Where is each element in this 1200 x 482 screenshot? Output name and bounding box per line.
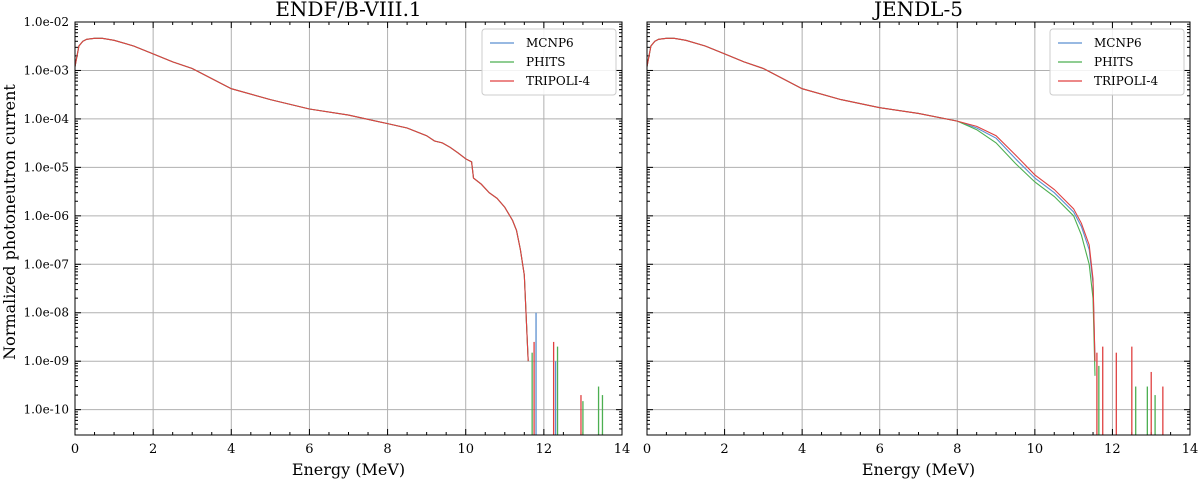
y-tick-label: 1.0e-02: [23, 15, 69, 29]
x-tick-label: 2: [149, 442, 157, 457]
legend-label-mcnp6: MCNP6: [526, 36, 574, 50]
x-axis-label: Energy (MeV): [862, 460, 975, 479]
panel-title: JENDL-5: [872, 0, 963, 21]
x-tick-label: 8: [953, 442, 961, 457]
legend: MCNP6 PHITS TRIPOLI-4: [481, 28, 617, 96]
plot-area: [647, 37, 1164, 435]
x-tick-label: 4: [227, 442, 235, 457]
panel-jendl: JENDL-5 0 2 4 6 8 10 12 14 Energy (MeV) MCNP6 PHITS…: [643, 0, 1198, 479]
x-tick-label: 10: [457, 442, 474, 457]
legend-label-phits: PHITS: [1094, 55, 1134, 69]
x-tick-label: 14: [1182, 442, 1199, 457]
legend-label-phits: PHITS: [526, 55, 566, 69]
legend-box: [481, 28, 617, 96]
x-tick-label: 14: [614, 442, 631, 457]
x-axis-label: Energy (MeV): [292, 460, 405, 479]
y-tick-label: 1.0e-05: [23, 160, 69, 174]
x-tick-label: 4: [798, 442, 806, 457]
legend: MCNP6 PHITS TRIPOLI-4: [1049, 28, 1185, 96]
legend-label-mcnp6: MCNP6: [1094, 36, 1142, 50]
x-tick-label: 2: [720, 442, 728, 457]
y-tick-label: 1.0e-10: [23, 403, 69, 417]
x-tick-label: 8: [383, 442, 391, 457]
panel-endf: ENDF/B-VIII.1 0 2 4 6 8 10 12 14 1.0e-02 1.0e-03 1.…: [23, 0, 630, 479]
x-tick-label: 10: [1027, 442, 1044, 457]
x-tick-label: 12: [1104, 442, 1121, 457]
series-line-tripoli-4: [75, 37, 529, 362]
legend-label-tripoli-4: TRIPOLI-4: [526, 74, 590, 88]
y-tick-label: 1.0e-09: [23, 354, 69, 368]
axes-frame: [646, 21, 1191, 436]
series-line-phits: [647, 37, 1096, 376]
x-tick-label: 0: [643, 442, 651, 457]
x-tick-label: 12: [536, 442, 553, 457]
legend-label-tripoli-4: TRIPOLI-4: [1094, 74, 1158, 88]
panel-title: ENDF/B-VIII.1: [275, 0, 421, 21]
plot-area: [75, 37, 604, 435]
y-tick-label: 1.0e-04: [23, 112, 69, 126]
x-tick-label: 0: [71, 442, 79, 457]
y-tick-label: 1.0e-06: [23, 209, 69, 223]
y-tick-label: 1.0e-07: [23, 257, 69, 271]
y-tick-label: 1.0e-08: [23, 306, 69, 320]
legend-box: [1049, 28, 1185, 96]
series-line-tripoli-4: [647, 37, 1096, 362]
x-tick-label: 6: [876, 442, 884, 457]
y-axis-label: Normalized photoneutron current: [0, 84, 19, 360]
axes-frame: [74, 21, 623, 436]
x-tick-label: 6: [305, 442, 313, 457]
y-tick-label: 1.0e-03: [23, 63, 69, 77]
